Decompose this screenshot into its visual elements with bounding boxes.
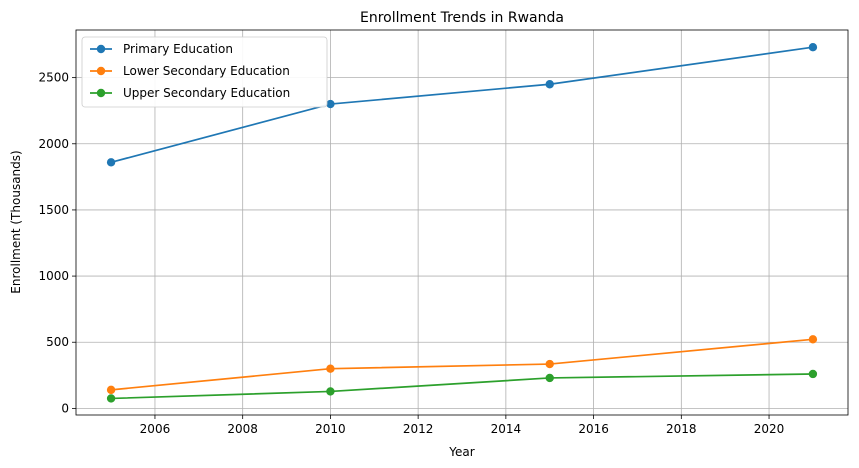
data-point xyxy=(106,385,116,395)
data-point xyxy=(808,335,818,344)
data-point xyxy=(545,359,554,369)
series-line xyxy=(111,338,813,391)
x-tick-label: 2014 xyxy=(491,422,522,436)
legend-label: Primary Education xyxy=(123,42,233,56)
legend-box xyxy=(81,36,328,108)
y-tick-label: 1000 xyxy=(38,269,69,283)
x-tick-label: 2018 xyxy=(666,422,697,436)
legend-marker xyxy=(96,66,106,76)
y-tick-label: 2500 xyxy=(38,71,69,85)
y-tick-label: 1500 xyxy=(38,203,69,217)
legend-label: Upper Secondary Education xyxy=(123,86,290,100)
data-point xyxy=(545,80,554,89)
plot-area-frame xyxy=(75,29,849,416)
legend-marker xyxy=(96,88,106,98)
data-point xyxy=(106,158,116,167)
x-axis-label: Year xyxy=(448,445,474,459)
x-tick-label: 2006 xyxy=(140,422,171,436)
chart-title: Enrollment Trends in Rwanda xyxy=(360,10,564,26)
data-point xyxy=(808,42,818,52)
grid xyxy=(76,30,848,415)
data-point xyxy=(106,394,116,403)
x-tick-label: 2020 xyxy=(754,422,785,436)
data-point xyxy=(326,387,335,396)
legend-marker xyxy=(96,44,106,54)
series-line xyxy=(110,46,814,164)
legend: Primary Education Lower Secondary Educati… xyxy=(81,36,328,108)
x-tick-label: 2012 xyxy=(403,422,434,436)
series-layer xyxy=(106,42,818,403)
y-tick-label: 0 xyxy=(61,401,69,415)
data-point xyxy=(808,369,818,379)
axis-ticks: 2006 2008 2010 2012 2014 2016 2018 2020 0 500 1000… xyxy=(38,71,784,436)
x-tick-label: 2010 xyxy=(315,422,346,436)
legend-label: Lower Secondary Education xyxy=(123,64,290,78)
data-point xyxy=(545,373,554,383)
y-tick-label: 500 xyxy=(46,335,69,349)
series-line xyxy=(111,373,813,400)
x-tick-label: 2016 xyxy=(578,422,609,436)
x-tick-label: 2008 xyxy=(227,422,258,436)
y-tick-label: 2000 xyxy=(38,137,69,151)
data-point xyxy=(326,364,335,373)
y-axis-label: Enrollment (Thousands) xyxy=(9,150,23,293)
data-point xyxy=(326,99,335,109)
